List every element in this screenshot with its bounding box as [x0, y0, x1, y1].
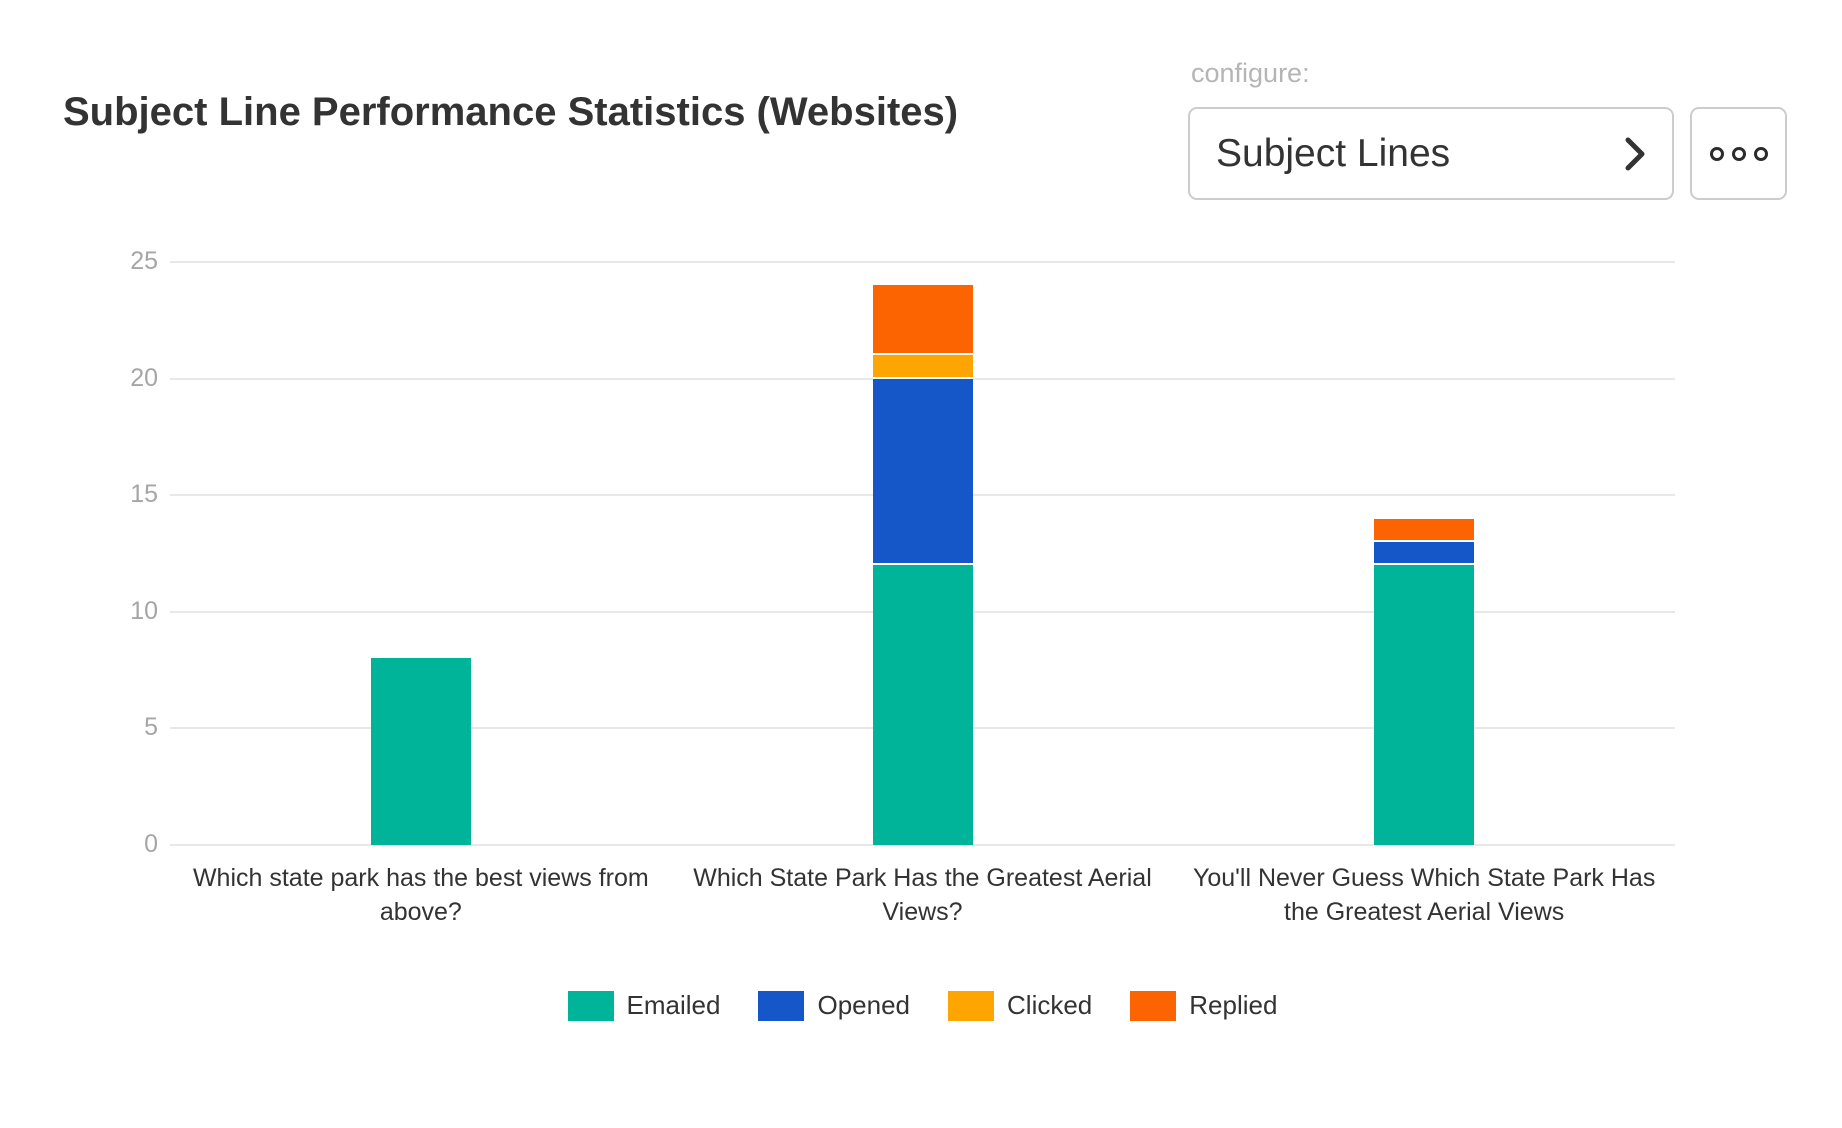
y-axis-tick-label: 10 — [130, 596, 158, 625]
bar-segment-replied — [872, 285, 973, 356]
x-axis-category-label: Which state park has the best views from… — [192, 864, 649, 926]
ellipsis-icon — [1709, 146, 1768, 161]
chevron-right-icon — [1625, 137, 1645, 170]
bar-segment-clicked — [872, 355, 973, 379]
legend-label: Clicked — [1007, 990, 1093, 1020]
y-axis-tick-label: 15 — [130, 480, 158, 509]
more-options-button[interactable] — [1690, 107, 1787, 200]
bar-segment-emailed — [872, 565, 973, 845]
legend-swatch-icon — [758, 990, 805, 1021]
x-axis-category-label: You'll Never Guess Which State Park Has … — [1192, 864, 1656, 926]
legend-item-opened: Opened — [758, 990, 910, 1021]
x-axis-category-label: Which State Park Has the Greatest Aerial… — [693, 864, 1152, 926]
legend-swatch-icon — [948, 990, 995, 1021]
legend-item-emailed: Emailed — [567, 990, 721, 1021]
bar-category-1 — [370, 262, 471, 845]
subject-lines-dropdown[interactable]: Subject Lines — [1188, 107, 1674, 200]
chart-legend: Emailed Opened Clicked Replied — [170, 990, 1675, 1021]
gridline-y-0 — [170, 844, 1675, 846]
y-axis-tick-label: 5 — [144, 713, 158, 742]
page-title: Subject Line Performance Statistics (Web… — [63, 90, 959, 134]
configure-label: configure: — [1191, 58, 1310, 88]
legend-swatch-icon — [567, 990, 614, 1021]
legend-item-clicked: Clicked — [948, 990, 1092, 1021]
legend-swatch-icon — [1130, 990, 1177, 1021]
bar-segment-opened — [872, 378, 973, 566]
y-axis-tick-label: 0 — [144, 830, 158, 858]
bar-segment-emailed — [370, 658, 471, 845]
bar-category-3 — [1374, 262, 1475, 845]
bar-category-2 — [872, 262, 973, 845]
dropdown-selected-value: Subject Lines — [1216, 131, 1451, 175]
bar-segment-opened — [1374, 541, 1475, 566]
y-axis-tick-label: 25 — [130, 247, 158, 275]
y-axis-tick-label: 20 — [130, 363, 158, 392]
legend-label: Replied — [1189, 990, 1278, 1020]
gridline-y-25 — [170, 261, 1675, 263]
legend-item-replied: Replied — [1130, 990, 1277, 1021]
bar-segment-emailed — [1374, 565, 1475, 845]
legend-label: Opened — [817, 990, 911, 1020]
bar-segment-replied — [1374, 518, 1475, 542]
legend-label: Emailed — [626, 990, 721, 1020]
